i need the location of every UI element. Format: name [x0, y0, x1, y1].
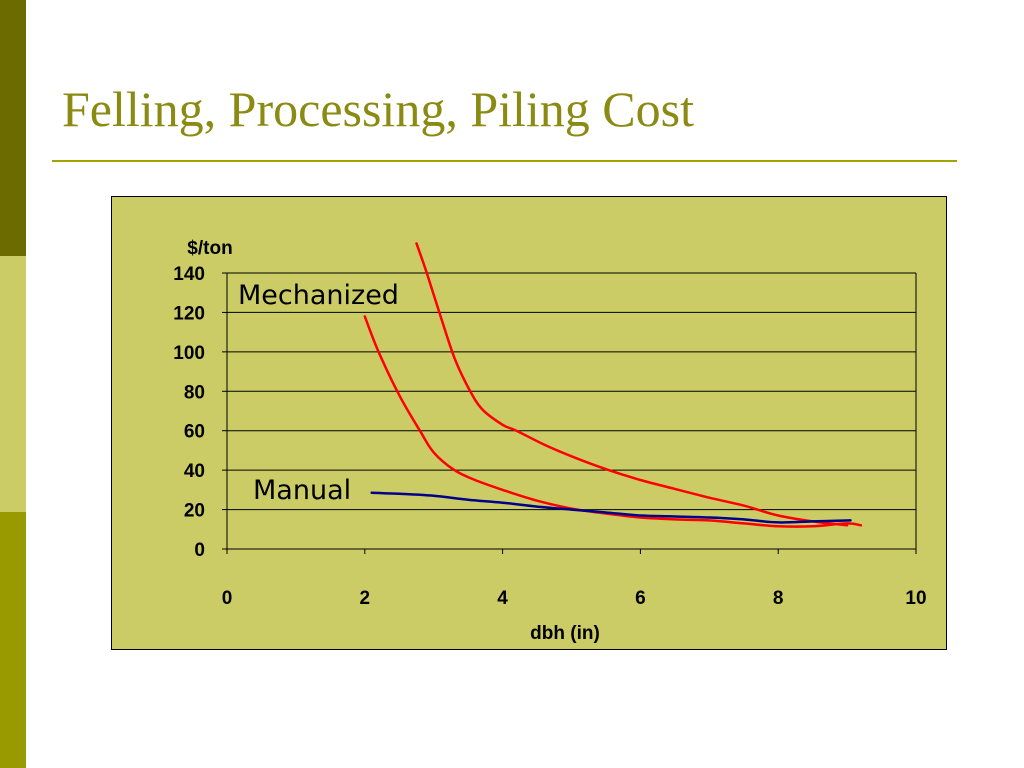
chart-container: 0 20 40 60 80 100 120 140 0 2 4 6 8 10 $/ton dbh (in)… — [111, 196, 947, 650]
manual-series-line — [370, 491, 852, 524]
side-bar-middle — [0, 256, 26, 512]
y-tick-label: 20 — [184, 501, 205, 522]
manual-annotation: Manual — [253, 475, 351, 506]
title-underline — [52, 160, 957, 162]
x-tick-label: 10 — [905, 588, 926, 609]
axis-labels: $/ton dbh (in) Mechanized Manual — [187, 238, 600, 644]
side-bar-bottom — [0, 512, 26, 768]
y-tick-label: 140 — [173, 264, 205, 285]
x-tick-label: 4 — [497, 588, 508, 609]
x-tick-label: 0 — [222, 588, 233, 609]
y-tick-label: 60 — [184, 422, 205, 443]
y-tick-label: 120 — [173, 303, 205, 324]
series-lines — [363, 242, 863, 528]
y-tick-label: 40 — [184, 461, 205, 482]
mechanized-annotation: Mechanized — [238, 280, 399, 311]
side-bar-top — [0, 0, 26, 256]
x-tick-label: 6 — [635, 588, 646, 609]
axes: 0 20 40 60 80 100 120 140 0 2 4 6 8 10 — [173, 264, 926, 609]
slide-title: Felling, Processing, Piling Cost — [62, 81, 695, 137]
x-tick-label: 2 — [360, 588, 371, 609]
y-tick-label: 0 — [194, 540, 205, 561]
y-tick-label: 100 — [173, 343, 205, 364]
y-axis-title: $/ton — [187, 238, 232, 259]
y-tick-label: 80 — [184, 382, 205, 403]
x-axis-title: dbh (in) — [530, 623, 600, 644]
mechanized-series-line-2 — [415, 242, 849, 527]
chart-svg: 0 20 40 60 80 100 120 140 0 2 4 6 8 10 $/ton dbh (in)… — [173, 238, 926, 644]
x-tick-label: 8 — [773, 588, 784, 609]
